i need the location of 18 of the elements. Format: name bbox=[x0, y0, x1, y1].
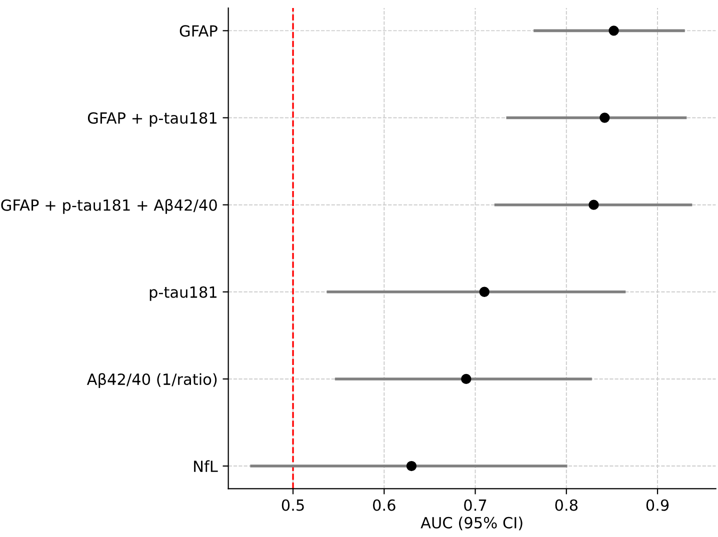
x-tick-label: 0.8 bbox=[555, 499, 578, 511]
y-tick-label: GFAP + p-tau181 + Aβ42/40 bbox=[1, 198, 217, 214]
point bbox=[588, 200, 599, 210]
point bbox=[479, 286, 490, 297]
x-tick-label: 0.5 bbox=[282, 499, 304, 511]
y-tick-label: NfL bbox=[194, 460, 218, 472]
y-tick-label: Aβ42/40 (1/ratio) bbox=[86, 373, 217, 388]
point bbox=[608, 26, 619, 36]
y-tick-label: p-tau181 bbox=[150, 286, 216, 301]
x-axis-title: AUC (95% CI) bbox=[420, 516, 522, 530]
y-tick-label: GFAP + p-tau181 bbox=[88, 112, 216, 127]
x-tick-label: 0.7 bbox=[464, 499, 486, 511]
point bbox=[600, 112, 610, 123]
point bbox=[406, 460, 417, 472]
point bbox=[461, 374, 472, 384]
x-tick-label: 0.6 bbox=[373, 499, 396, 511]
x-tick-label: 0.9 bbox=[646, 499, 669, 511]
y-tick-label: GFAP bbox=[180, 25, 218, 37]
